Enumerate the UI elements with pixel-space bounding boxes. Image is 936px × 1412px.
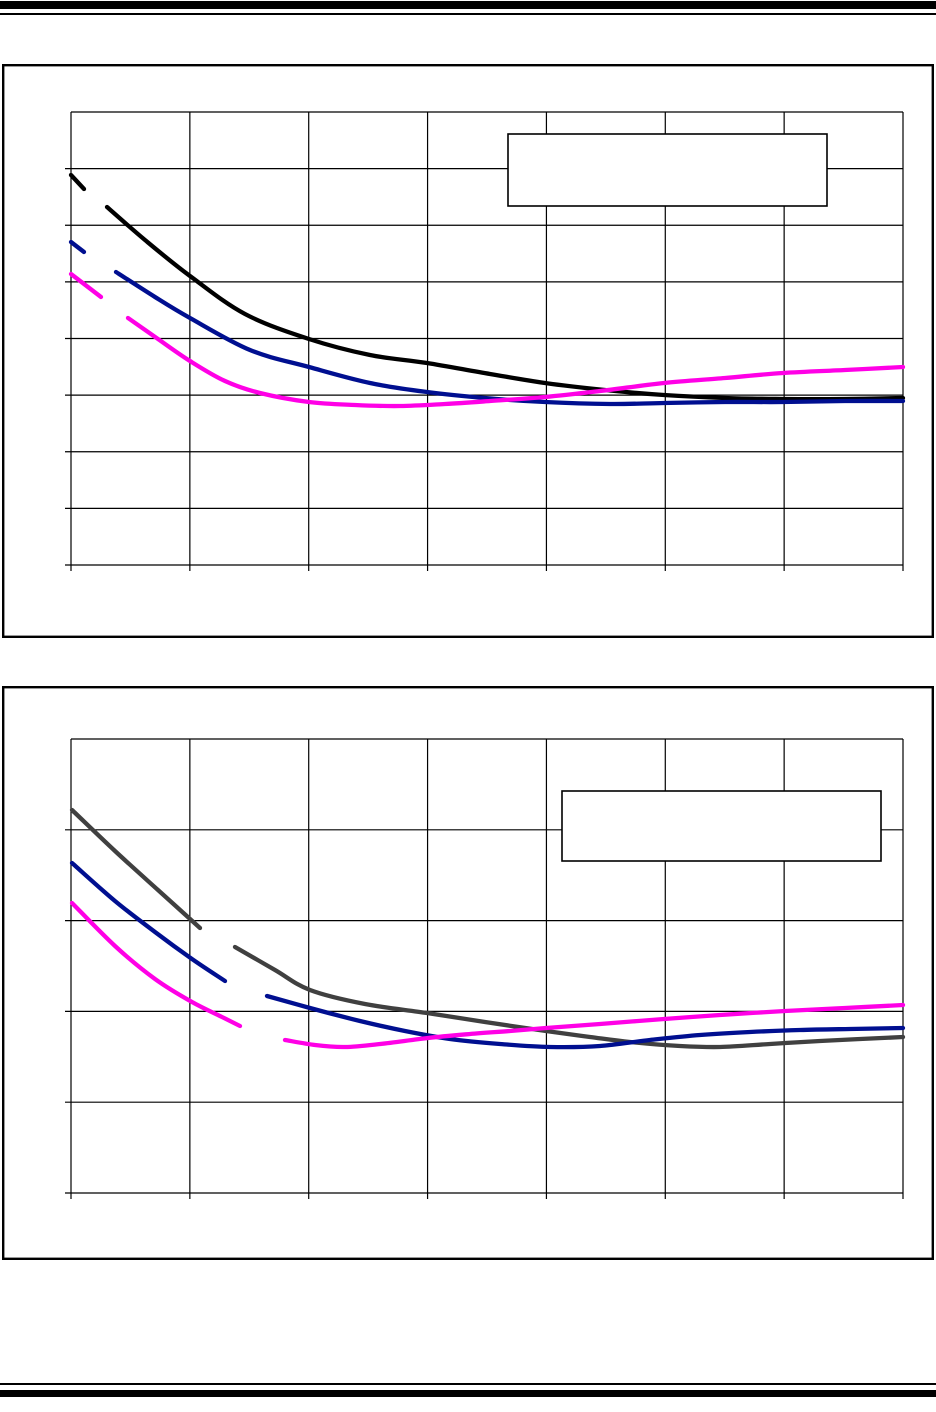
curve-segment xyxy=(232,944,906,1050)
bottom-chart-border xyxy=(2,686,934,1260)
curve-segment xyxy=(69,807,203,931)
top-chart-magenta-curve xyxy=(68,271,906,409)
curve-segment xyxy=(68,172,87,192)
top-chart-border xyxy=(2,64,934,638)
bottom-chart-gray-curve xyxy=(69,807,906,1050)
top-chart-frame xyxy=(2,64,934,638)
page-bottom-bar xyxy=(0,1390,936,1397)
page-bottom-rule xyxy=(0,1383,936,1385)
top-chart-navy-curve xyxy=(68,239,906,407)
curve-segment xyxy=(125,315,906,409)
curve-segment xyxy=(68,239,87,255)
curve-segment xyxy=(264,993,906,1050)
curve-segment xyxy=(104,204,906,402)
curve-segment xyxy=(282,1002,906,1050)
curve-segment xyxy=(68,271,104,300)
bottom-chart-gridlines xyxy=(65,738,904,1199)
bottom-chart-canvas xyxy=(2,686,934,1260)
curve-segment xyxy=(113,269,906,407)
bottom-chart-frame xyxy=(2,686,934,1260)
curve-segment xyxy=(69,900,243,1029)
top-chart-black-curve xyxy=(68,172,906,402)
top-chart-legend-box xyxy=(507,133,828,207)
curve-segment xyxy=(69,860,228,984)
bottom-chart-magenta-curve xyxy=(69,900,906,1050)
bottom-chart-legend-box xyxy=(561,790,882,862)
bottom-chart-navy-curve xyxy=(69,860,906,1050)
top-chart-canvas xyxy=(2,64,934,638)
page-top-bar xyxy=(0,1,936,9)
page-top-rule xyxy=(0,13,936,15)
